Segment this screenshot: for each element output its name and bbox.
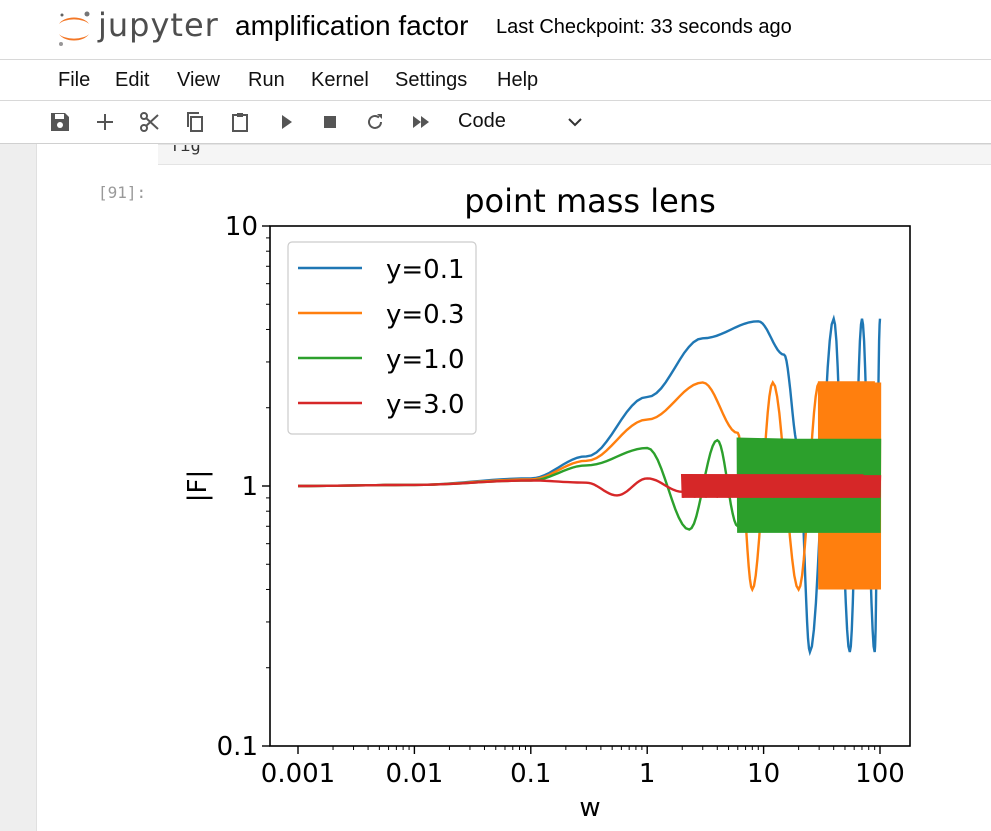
y-tick-label: 0.1 (217, 732, 258, 762)
restart-icon[interactable] (363, 110, 387, 134)
previous-cell-code: fig (170, 144, 201, 156)
menu-settings[interactable]: Settings (395, 69, 468, 91)
menu-help[interactable]: Help (497, 69, 539, 91)
menu-kernel[interactable]: Kernel (311, 69, 369, 91)
copy-icon[interactable] (183, 110, 207, 134)
add-cell-icon[interactable] (93, 110, 117, 134)
menu-run[interactable]: Run (248, 69, 285, 91)
menu-edit[interactable]: Edit (115, 69, 150, 91)
cut-icon[interactable] (138, 110, 162, 134)
menu-bar: File Edit View Run Kernel Settings Help (0, 60, 991, 101)
execution-prompt: [91]: (98, 183, 147, 202)
stop-icon[interactable] (318, 110, 342, 134)
previous-code-cell[interactable]: fig (158, 144, 991, 165)
cell-type-select[interactable]: Code (458, 110, 506, 132)
y-tick-label: 10 (225, 212, 258, 242)
x-axis-label: w (579, 793, 600, 823)
top-bar: jupyter amplification factor Last Checkp… (0, 0, 991, 60)
series-line-2 (298, 437, 882, 533)
chart-title: point mass lens (464, 182, 716, 220)
legend-box (287, 241, 477, 435)
series-line-3 (298, 473, 882, 498)
legend-label: y=1.0 (386, 345, 465, 375)
save-icon[interactable] (48, 110, 72, 134)
run-icon[interactable] (274, 110, 298, 134)
notebook-toolbar: Code (0, 101, 991, 144)
x-tick-label: 100 (855, 759, 905, 789)
x-tick-label: 0.01 (385, 759, 443, 789)
legend-label: y=0.1 (386, 255, 465, 285)
legend-label: y=0.3 (386, 300, 465, 330)
jupyter-logo-icon[interactable] (54, 8, 94, 48)
output-figure: point mass lens 0.001 0.01 0.1 1 10 100 0.1 1 10 w… (160, 176, 920, 826)
y-axis-label: |F| (183, 470, 213, 502)
jupyter-wordmark: jupyter (98, 6, 219, 44)
checkpoint-status: Last Checkpoint: 33 seconds ago (496, 16, 792, 38)
x-tick-label: 0.001 (261, 759, 335, 789)
x-tick-label: 10 (747, 759, 780, 789)
menu-view[interactable]: View (177, 69, 220, 91)
x-tick-label: 1 (639, 759, 656, 789)
notebook-title[interactable]: amplification factor (235, 10, 469, 41)
menu-file[interactable]: File (58, 69, 91, 91)
x-tick-label: 0.1 (510, 759, 551, 789)
legend-label: y=3.0 (386, 390, 465, 420)
paste-icon[interactable] (228, 110, 252, 134)
chevron-down-icon[interactable] (566, 113, 584, 131)
y-tick-label: 1 (241, 472, 258, 502)
run-all-icon[interactable] (409, 110, 433, 134)
